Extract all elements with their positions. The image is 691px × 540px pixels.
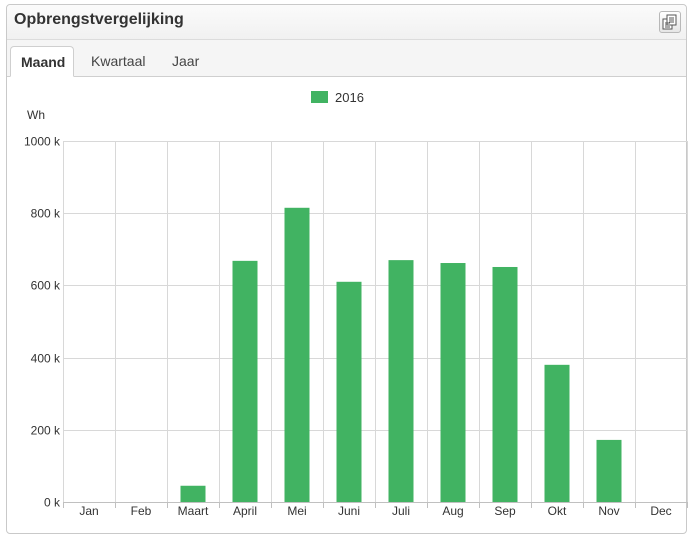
panel-title: Opbrengstvergelijking xyxy=(14,11,184,28)
y-axis-title: Wh xyxy=(27,108,45,122)
bar-april[interactable] xyxy=(232,260,258,502)
tab-jaar[interactable]: Jaar xyxy=(172,53,200,69)
y-tick-label: 400 k xyxy=(31,352,61,366)
x-tick-label: Feb xyxy=(131,504,152,518)
bar-aug[interactable] xyxy=(440,263,466,502)
x-tick-label: April xyxy=(233,504,257,518)
x-tick-label: Aug xyxy=(442,504,463,518)
x-tick-label: Juli xyxy=(392,504,410,518)
bar-okt[interactable] xyxy=(544,364,570,502)
export-button[interactable] xyxy=(659,11,681,33)
y-tick-label: 200 k xyxy=(31,424,61,438)
tab-maand[interactable]: Maand xyxy=(10,46,74,77)
x-tick-label: Maart xyxy=(178,504,209,518)
y-tick-label: 1000 k xyxy=(24,135,61,149)
x-tick-label: Nov xyxy=(598,504,619,518)
legend-label: 2016 xyxy=(335,90,364,105)
legend-swatch xyxy=(311,91,328,103)
bar-juni[interactable] xyxy=(336,281,362,502)
bar-mei[interactable] xyxy=(284,207,310,502)
x-tick-label: Dec xyxy=(650,504,671,518)
x-tick-label: Sep xyxy=(494,504,516,518)
tab-kwartaal[interactable]: Kwartaal xyxy=(91,53,146,69)
y-tick-label: 0 k xyxy=(44,496,61,510)
x-tick-label: Okt xyxy=(548,504,567,518)
bar-sep[interactable] xyxy=(492,266,518,502)
bar-nov[interactable] xyxy=(596,439,622,502)
x-tick-label: Juni xyxy=(338,504,360,518)
bar-maart[interactable] xyxy=(180,485,206,502)
document-export-icon xyxy=(662,14,677,30)
x-tick-label: Mei xyxy=(287,504,306,518)
x-tick-label: Jan xyxy=(79,504,98,518)
bar-juli[interactable] xyxy=(388,260,414,502)
panel-header: Opbrengstvergelijking xyxy=(7,5,686,40)
period-tabs: Maand Kwartaal Jaar xyxy=(7,40,686,77)
y-tick-label: 600 k xyxy=(31,279,61,293)
y-tick-label: 800 k xyxy=(31,207,61,221)
